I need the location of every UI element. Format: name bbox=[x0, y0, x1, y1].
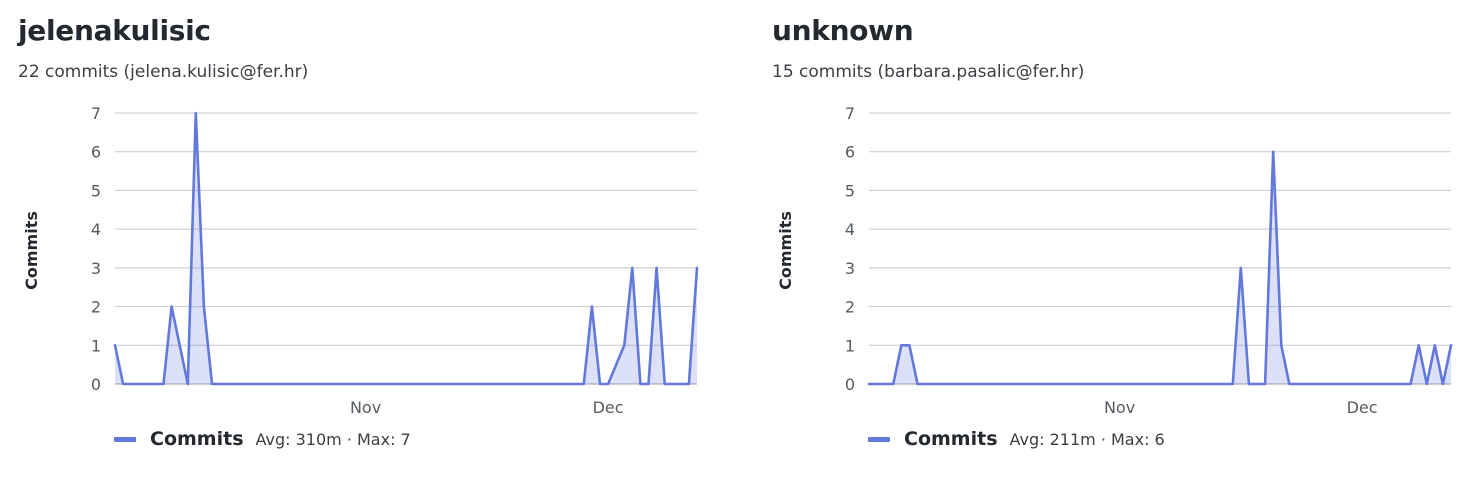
x-tick-label: Dec bbox=[1347, 398, 1378, 417]
y-tick-label: 0 bbox=[91, 375, 101, 394]
commits-chart: 0 1 2 3 4 5 6 7 Nov Dec Commits bbox=[22, 104, 699, 417]
chart-legend: Commits Avg: 310m · Max: 7 bbox=[114, 428, 411, 450]
y-tick-label: 1 bbox=[91, 336, 101, 355]
x-tick-label: Dec bbox=[593, 398, 624, 417]
y-tick-label: 4 bbox=[91, 220, 101, 239]
y-axis-title: Commits bbox=[22, 211, 41, 290]
series-area bbox=[115, 113, 697, 384]
legend-stats: Avg: 310m · Max: 7 bbox=[255, 429, 411, 449]
commits-chart: 0 1 2 3 4 5 6 7 Nov Dec Commits bbox=[776, 104, 1453, 417]
legend-swatch bbox=[868, 436, 890, 442]
y-tick-label: 2 bbox=[845, 298, 855, 317]
chart-legend: Commits Avg: 211m · Max: 6 bbox=[868, 428, 1165, 450]
x-tick-label: Nov bbox=[350, 398, 381, 417]
contributor-card-jelenakulisic: jelenakulisic 22 commits (jelena.kulisic… bbox=[0, 0, 700, 493]
x-tick-label: Nov bbox=[1104, 398, 1135, 417]
y-tick-label: 0 bbox=[845, 375, 855, 394]
contributor-name[interactable]: jelenakulisic bbox=[18, 14, 211, 47]
contributor-name[interactable]: unknown bbox=[772, 14, 914, 47]
legend-swatch bbox=[114, 436, 136, 442]
contributor-card-unknown: unknown 15 commits (barbara.pasalic@fer.… bbox=[754, 0, 1454, 493]
y-tick-label: 7 bbox=[845, 104, 855, 123]
contributor-commit-summary: 22 commits (jelena.kulisic@fer.hr) bbox=[18, 62, 309, 82]
y-tick-label: 4 bbox=[845, 220, 855, 239]
legend-stats: Avg: 211m · Max: 6 bbox=[1009, 429, 1165, 449]
legend-series-name[interactable]: Commits bbox=[904, 428, 998, 450]
series-line[interactable] bbox=[113, 111, 699, 386]
contributor-commit-summary: 15 commits (barbara.pasalic@fer.hr) bbox=[772, 62, 1085, 82]
y-axis-title: Commits bbox=[776, 211, 795, 290]
y-tick-label: 6 bbox=[91, 143, 101, 162]
y-tick-label: 3 bbox=[91, 259, 101, 278]
y-tick-label: 2 bbox=[91, 298, 101, 317]
y-tick-label: 3 bbox=[845, 259, 855, 278]
y-tick-label: 5 bbox=[845, 181, 855, 200]
y-tick-label: 5 bbox=[91, 181, 101, 200]
series-line[interactable] bbox=[867, 150, 1453, 386]
legend-series-name[interactable]: Commits bbox=[150, 428, 244, 450]
y-tick-label: 7 bbox=[91, 104, 101, 123]
y-tick-label: 6 bbox=[845, 143, 855, 162]
y-tick-label: 1 bbox=[845, 336, 855, 355]
